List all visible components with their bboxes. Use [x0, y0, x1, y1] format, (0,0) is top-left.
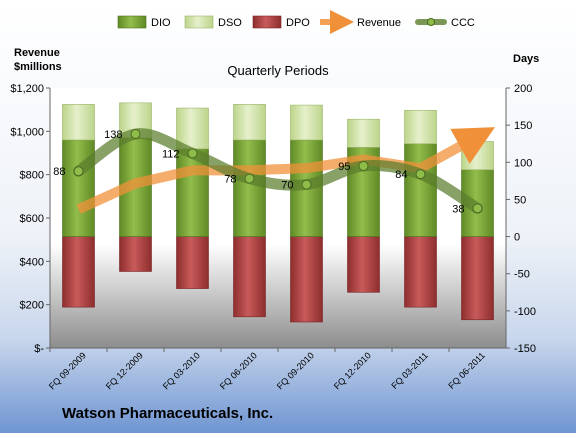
- legend-swatch-dpo: [252, 15, 282, 29]
- dpo-bar: [404, 236, 437, 308]
- dso-bar: [404, 109, 437, 145]
- right-tick-label: 100: [514, 157, 532, 169]
- dpo-bar: [176, 236, 209, 289]
- dpo-bar: [62, 236, 95, 308]
- ccc-data-label: 78: [224, 174, 236, 186]
- ccc-marker: [73, 166, 84, 177]
- ccc-data-label: 38: [452, 203, 464, 215]
- dpo-bar: [119, 236, 152, 272]
- right-tick-label: 0: [514, 232, 520, 244]
- left-tick-label: $-: [34, 343, 44, 355]
- dso-bar: [290, 104, 323, 141]
- ccc-marker: [130, 129, 141, 140]
- left-tick-label: $1,200: [10, 83, 44, 95]
- right-axis-label: Days: [513, 53, 539, 65]
- left-tick-label: $1,000: [10, 126, 44, 138]
- ccc-data-label: 112: [162, 148, 180, 160]
- left-tick-label: $600: [20, 213, 44, 225]
- dso-bar: [347, 118, 380, 148]
- ccc-marker: [187, 148, 198, 159]
- left-tick-label: $200: [20, 300, 44, 312]
- dpo-bar: [233, 236, 266, 318]
- left-tick-label: $800: [20, 170, 44, 182]
- right-tick-label: 150: [514, 120, 532, 132]
- chart-title: Quarterly Periods: [227, 63, 329, 78]
- right-tick-label: 200: [514, 83, 532, 95]
- legend-label-dpo: DPO: [286, 17, 310, 29]
- legend-label-ccc: CCC: [451, 17, 475, 29]
- ccc-data-label: 84: [395, 169, 407, 181]
- dso-bar: [62, 104, 95, 141]
- plot-area: [50, 88, 506, 348]
- ccc-data-label: 138: [104, 129, 122, 141]
- right-tick-label: -150: [514, 343, 536, 355]
- ccc-data-label: 95: [338, 161, 350, 173]
- dpo-bar: [347, 236, 380, 293]
- legend: DIO DSO DPO Revenue CCC: [117, 10, 475, 34]
- legend-label-dso: DSO: [218, 17, 242, 29]
- ccc-marker: [472, 203, 483, 214]
- dio-bar: [233, 139, 266, 237]
- ccc-data-label: 70: [281, 180, 293, 192]
- ccc-marker: [301, 179, 312, 190]
- legend-marker-ccc: [427, 18, 435, 26]
- left-tick-label: $400: [20, 256, 44, 268]
- legend-label-revenue: Revenue: [357, 17, 401, 29]
- dso-bar: [233, 104, 266, 141]
- ccc-marker: [415, 169, 426, 180]
- right-tick-label: -50: [514, 269, 530, 281]
- dpo-bar: [290, 236, 323, 323]
- company-name: Watson Pharmaceuticals, Inc.: [62, 405, 273, 422]
- legend-swatch-dso: [184, 15, 214, 29]
- right-tick-label: -100: [514, 306, 536, 318]
- ccc-data-label: 88: [53, 166, 65, 178]
- dpo-bar: [461, 236, 494, 321]
- lines: 88 138 112 78 70 95 84 38: [53, 127, 496, 215]
- ccc-marker: [244, 173, 255, 184]
- legend-label-dio: DIO: [151, 17, 171, 29]
- left-axis-label-line1: Revenue: [14, 47, 60, 59]
- dio-bar: [62, 139, 95, 237]
- ccc-marker: [358, 161, 369, 171]
- legend-swatch-dio: [117, 15, 147, 29]
- right-tick-label: 50: [514, 194, 526, 206]
- left-axis-label-line2: $millions: [14, 61, 62, 73]
